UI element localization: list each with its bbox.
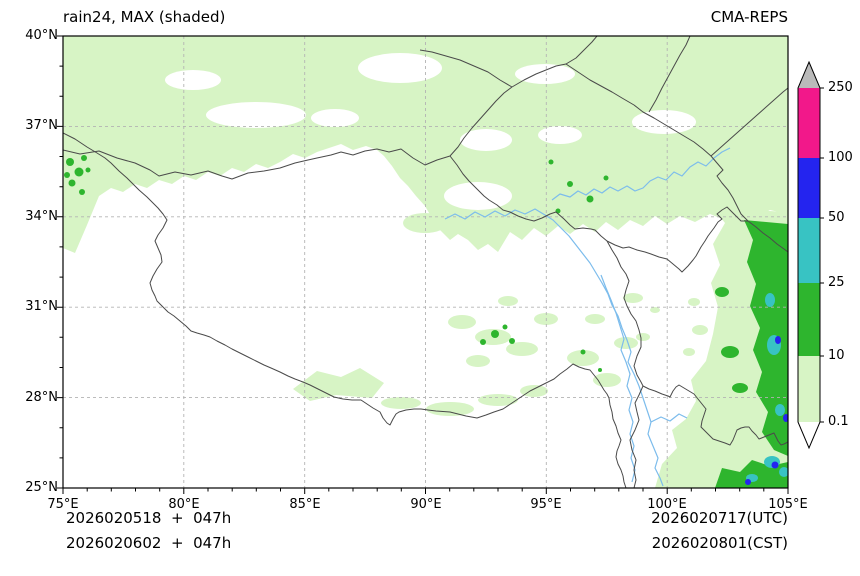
y-tick-label: 28°N bbox=[25, 390, 58, 405]
axis-ticks bbox=[57, 35, 789, 494]
y-tick-label: 31°N bbox=[25, 299, 58, 314]
init-time-utc: 2026020518 + 047h bbox=[66, 509, 232, 527]
x-tick-label: 85°E bbox=[289, 497, 321, 512]
colorbar-seg-10-25 bbox=[798, 283, 820, 356]
colorbar-ticks bbox=[820, 87, 824, 423]
y-tick-label: 40°N bbox=[25, 28, 58, 43]
colorbar-label: 100 bbox=[828, 150, 853, 165]
rivers bbox=[444, 147, 731, 487]
colorbar-seg-0p1-10 bbox=[798, 356, 820, 422]
valid-time-cst: 2026020801(CST) bbox=[651, 534, 788, 552]
x-tick-label: 75°E bbox=[47, 497, 79, 512]
colorbar-seg-50-100 bbox=[798, 158, 820, 218]
colorbar-label: 10 bbox=[828, 348, 845, 363]
init-time-cst: 2026020602 + 047h bbox=[66, 534, 232, 552]
x-tick-label: 90°E bbox=[410, 497, 442, 512]
x-tick-label: 105°E bbox=[768, 497, 808, 512]
plot-title: rain24, MAX (shaded) bbox=[63, 8, 226, 26]
very-heavy-rain-layer bbox=[745, 336, 788, 485]
y-tick-label: 25°N bbox=[25, 480, 58, 495]
colorbar-seg-25-50 bbox=[798, 218, 820, 283]
province-borders bbox=[63, 36, 788, 488]
y-tick-label: 34°N bbox=[25, 209, 58, 224]
y-tick-label: 37°N bbox=[25, 118, 58, 133]
colorbar-label: 250 bbox=[828, 80, 853, 95]
gridlines bbox=[63, 36, 788, 488]
valid-time-utc: 2026020717(UTC) bbox=[651, 509, 788, 527]
x-tick-label: 80°E bbox=[168, 497, 200, 512]
x-tick-label: 95°E bbox=[530, 497, 562, 512]
x-tick-label: 100°E bbox=[647, 497, 687, 512]
colorbar-label: 0.1 bbox=[828, 414, 849, 429]
colorbar-label: 50 bbox=[828, 210, 845, 225]
colorbar-label: 25 bbox=[828, 275, 845, 290]
colorbar-over-arrow bbox=[798, 62, 820, 88]
colorbar bbox=[797, 60, 824, 450]
precip-shading bbox=[63, 36, 788, 488]
dry-holes bbox=[165, 53, 696, 210]
model-label: CMA-REPS bbox=[710, 8, 788, 26]
colorbar-under-arrow bbox=[798, 422, 820, 448]
colorbar-seg-100-250 bbox=[798, 88, 820, 158]
